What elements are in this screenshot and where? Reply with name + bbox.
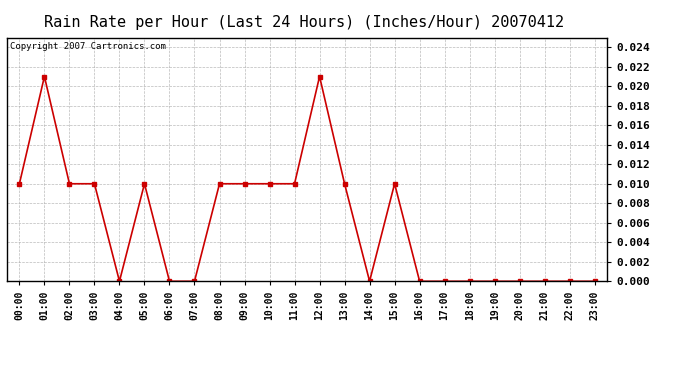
Text: Copyright 2007 Cartronics.com: Copyright 2007 Cartronics.com <box>10 42 166 51</box>
Text: Rain Rate per Hour (Last 24 Hours) (Inches/Hour) 20070412: Rain Rate per Hour (Last 24 Hours) (Inch… <box>43 15 564 30</box>
